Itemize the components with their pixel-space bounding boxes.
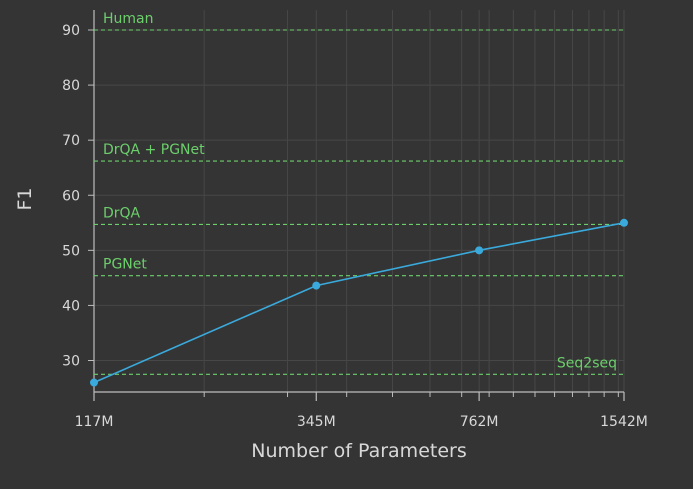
y-axis-title: F1 [14, 187, 36, 210]
reference-lines-layer [94, 29, 624, 375]
reference-label-pgnet: PGNet [103, 257, 147, 273]
series-line [93, 222, 625, 384]
y-tick-label: 90 [62, 23, 80, 39]
series-layer [90, 218, 628, 387]
data-point [620, 218, 628, 227]
data-point [475, 246, 484, 255]
data-point [312, 281, 321, 290]
data-point [90, 378, 98, 387]
reference-label-seq2seq: Seq2seq [557, 355, 617, 371]
y-tick-label: 80 [62, 78, 80, 94]
y-tick-label: 60 [62, 188, 80, 204]
grid-layer [93, 10, 625, 392]
y-tick-label: 70 [62, 133, 80, 149]
labels-layer: 30 40 50 60 70 80 90 117M 345M 762M 1542M Human DrQA… [62, 11, 648, 430]
reference-label-drqa-pgnet: DrQA + PGNet [103, 142, 205, 158]
y-tick-label: 50 [62, 243, 80, 259]
reference-label-drqa: DrQA [103, 205, 141, 221]
x-tick-label: 345M [297, 414, 336, 430]
x-tick-label: 762M [460, 414, 499, 430]
y-tick-label: 40 [62, 298, 80, 314]
x-axis-title: Number of Parameters [251, 440, 466, 462]
x-tick-label: 1542M [600, 414, 648, 430]
reference-label-human: Human [103, 11, 154, 27]
x-tick-label: 117M [75, 414, 114, 430]
axes-layer [88, 10, 625, 401]
y-tick-label: 30 [62, 354, 80, 370]
